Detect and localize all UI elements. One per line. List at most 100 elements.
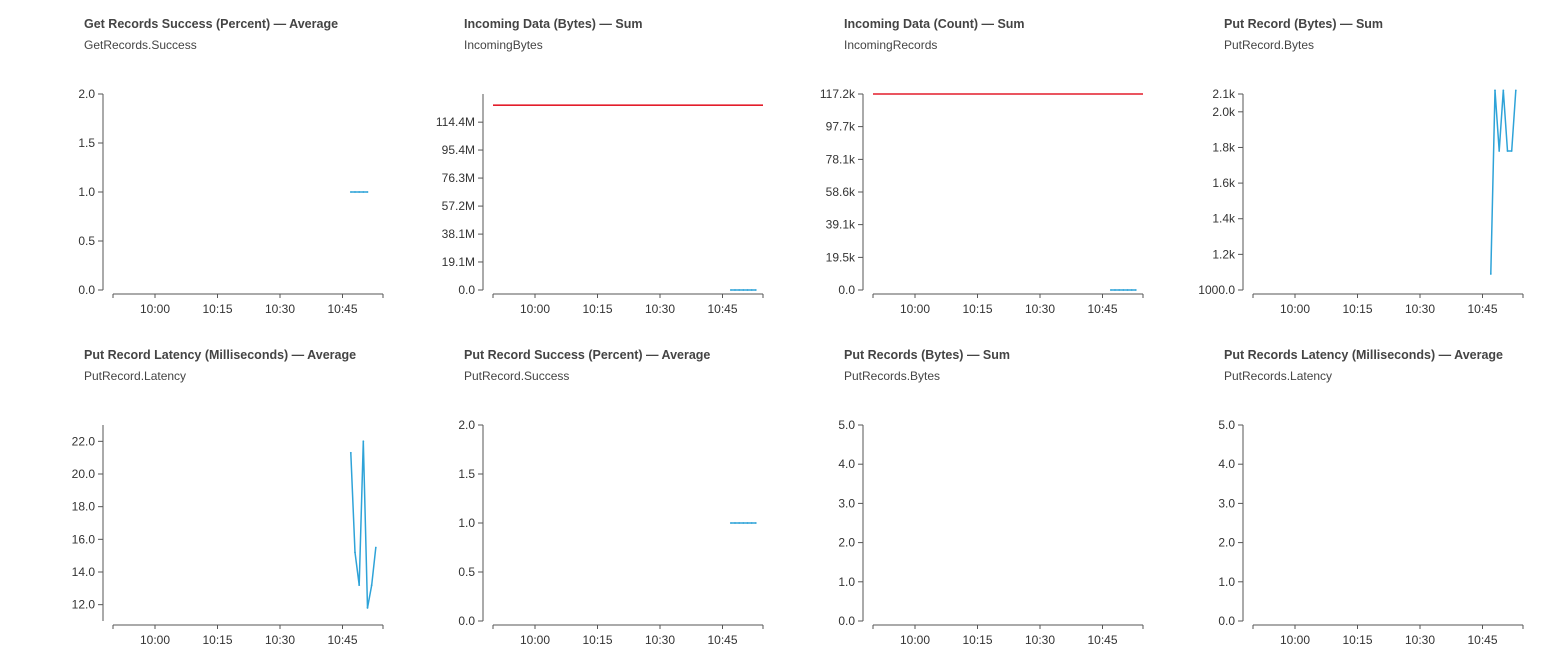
data-point bbox=[362, 191, 365, 193]
x-tick-label: 10:30 bbox=[1025, 633, 1055, 647]
data-point bbox=[750, 289, 753, 291]
x-tick-label: 10:00 bbox=[900, 633, 930, 647]
data-point bbox=[738, 522, 741, 524]
series-line bbox=[350, 440, 377, 609]
chart-canvas: 0.0 19.1M 38.1M 57.2M 76.3M 95.4M 114.4M 10:00 1… bbox=[436, 94, 764, 316]
y-tick-label: 97.7k bbox=[826, 120, 856, 134]
chart-canvas: 0.0 1.0 2.0 3.0 4.0 5.0 10:00 10:15 10:30 10:45 bbox=[838, 418, 1144, 647]
data-point bbox=[1122, 289, 1125, 291]
data-point bbox=[1498, 150, 1501, 152]
x-tick-label: 10:30 bbox=[265, 633, 295, 647]
y-tick-label: 117.2k bbox=[820, 87, 856, 101]
x-tick-label: 10:15 bbox=[1342, 302, 1372, 316]
y-tick-label: 1.0 bbox=[78, 185, 95, 199]
data-point bbox=[362, 440, 365, 443]
y-tick-label: 58.6k bbox=[826, 185, 856, 199]
chart-canvas: 12.0 14.0 16.0 18.0 20.0 22.0 10:00 10:15 10:30 1… bbox=[72, 425, 384, 647]
y-tick-label: 19.5k bbox=[826, 250, 856, 264]
data-point bbox=[738, 289, 741, 291]
chart-canvas: 0.0 0.5 1.0 1.5 2.0 10:00 10:15 10:30 10:45 bbox=[78, 87, 384, 316]
y-tick-label: 0.0 bbox=[458, 283, 475, 297]
x-tick-label: 10:30 bbox=[1025, 302, 1055, 316]
y-tick-label: 0.0 bbox=[1218, 614, 1235, 628]
data-point bbox=[754, 522, 757, 524]
data-point bbox=[1494, 89, 1496, 92]
y-tick-label: 0.0 bbox=[838, 283, 855, 297]
y-tick-label: 1.8k bbox=[1212, 140, 1236, 154]
y-tick-label: 0.0 bbox=[78, 283, 95, 297]
y-tick-label: 2.0 bbox=[1218, 536, 1235, 550]
x-tick-label: 10:30 bbox=[645, 633, 675, 647]
data-point bbox=[370, 584, 373, 586]
data-point bbox=[354, 191, 356, 193]
y-tick-label: 3.0 bbox=[838, 496, 855, 510]
y-tick-label: 4.0 bbox=[838, 457, 855, 471]
data-point bbox=[729, 289, 732, 291]
data-point bbox=[349, 451, 352, 454]
data-point bbox=[354, 551, 356, 554]
chart-metric-name: PutRecord.Bytes bbox=[1224, 38, 1315, 52]
y-tick-label: 2.1k bbox=[1212, 87, 1236, 101]
data-point bbox=[734, 522, 736, 524]
y-tick-label: 22.0 bbox=[72, 434, 96, 448]
data-point bbox=[742, 289, 745, 291]
data-point bbox=[1502, 89, 1505, 92]
x-tick-label: 10:00 bbox=[900, 302, 930, 316]
chart-panel-putrecords-latency: Put Records Latency (Milliseconds) — Ave… bbox=[1140, 331, 1524, 662]
data-point bbox=[1506, 150, 1509, 152]
x-tick-label: 10:45 bbox=[707, 633, 737, 647]
x-tick-label: 10:00 bbox=[1280, 302, 1310, 316]
data-point bbox=[1109, 289, 1112, 291]
chart-metric-name: PutRecords.Bytes bbox=[844, 369, 941, 383]
y-tick-label: 0.5 bbox=[458, 565, 475, 579]
y-tick-label: 5.0 bbox=[1218, 418, 1235, 432]
y-tick-label: 0.5 bbox=[78, 234, 95, 248]
chart-panel-incoming-records: Incoming Data (Count) — Sum IncomingReco… bbox=[760, 0, 1144, 331]
data-point bbox=[734, 289, 736, 291]
x-tick-label: 10:45 bbox=[327, 302, 357, 316]
x-tick-label: 10:00 bbox=[520, 302, 550, 316]
x-tick-label: 10:00 bbox=[520, 633, 550, 647]
x-tick-label: 10:30 bbox=[1405, 633, 1435, 647]
y-tick-label: 1.6k bbox=[1212, 176, 1236, 190]
x-tick-label: 10:15 bbox=[202, 302, 232, 316]
y-tick-label: 1.0 bbox=[1218, 575, 1235, 589]
x-tick-label: 10:15 bbox=[582, 633, 612, 647]
chart-metric-name: PutRecord.Latency bbox=[84, 369, 187, 383]
x-tick-label: 10:00 bbox=[140, 302, 170, 316]
data-point bbox=[750, 522, 753, 524]
y-tick-label: 0.0 bbox=[838, 614, 855, 628]
chart-canvas: 1000.0 1.2k 1.4k 1.6k 1.8k 2.0k 2.1k 10:00 10:15… bbox=[1198, 87, 1524, 316]
data-point bbox=[742, 522, 745, 524]
y-tick-label: 19.1M bbox=[442, 255, 475, 269]
x-tick-label: 10:45 bbox=[1087, 633, 1117, 647]
x-tick-label: 10:45 bbox=[1087, 302, 1117, 316]
chart-metric-name: PutRecords.Latency bbox=[1224, 369, 1333, 383]
chart-title: Put Record (Bytes) — Sum bbox=[1224, 17, 1384, 31]
chart-canvas: 0.0 0.5 1.0 1.5 2.0 10:00 10:15 10:30 10:45 bbox=[458, 418, 764, 647]
y-tick-label: 1.5 bbox=[458, 467, 475, 481]
x-tick-label: 10:45 bbox=[707, 302, 737, 316]
y-tick-label: 12.0 bbox=[72, 598, 96, 612]
chart-canvas: 0.0 1.0 2.0 3.0 4.0 5.0 10:00 10:15 10:30 10:45 bbox=[1218, 418, 1524, 647]
chart-panel-getrecords-success: Get Records Success (Percent) — Average … bbox=[0, 0, 384, 331]
data-point bbox=[366, 191, 369, 193]
chart-metric-name: IncomingBytes bbox=[464, 38, 543, 52]
y-tick-label: 20.0 bbox=[72, 467, 96, 481]
data-point bbox=[1134, 289, 1137, 291]
chart-title: Put Record Latency (Milliseconds) — Aver… bbox=[84, 348, 357, 362]
y-tick-label: 4.0 bbox=[1218, 457, 1235, 471]
data-point bbox=[1489, 273, 1492, 275]
data-point bbox=[358, 191, 361, 193]
y-tick-label: 16.0 bbox=[72, 532, 96, 546]
y-tick-label: 78.1k bbox=[826, 152, 856, 166]
x-tick-label: 10:15 bbox=[582, 302, 612, 316]
data-point bbox=[1514, 89, 1517, 92]
data-point bbox=[366, 607, 369, 609]
data-point bbox=[374, 546, 377, 549]
x-tick-label: 10:30 bbox=[645, 302, 675, 316]
x-tick-label: 10:30 bbox=[1405, 302, 1435, 316]
chart-title: Put Records Latency (Milliseconds) — Ave… bbox=[1224, 348, 1504, 362]
series-line bbox=[1490, 89, 1517, 275]
